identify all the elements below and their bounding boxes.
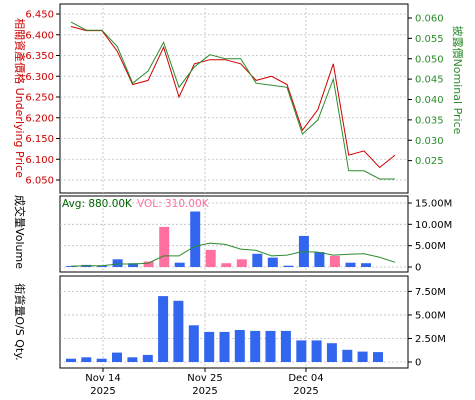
volume-bar <box>361 263 371 267</box>
right-tick-label: 0.055 <box>415 34 444 45</box>
volume-bar <box>329 255 340 267</box>
legend-vol: VOL: 310.00K <box>137 198 210 210</box>
price-panel-frame <box>59 3 409 194</box>
right-tick-label: 0.045 <box>415 75 444 86</box>
volume-bar <box>112 259 123 267</box>
outstanding-bar <box>234 330 245 362</box>
x-tick-year: 2025 <box>293 386 318 397</box>
outstanding-bar <box>112 352 122 362</box>
outstanding-bar <box>250 330 261 362</box>
outstanding-bar <box>373 352 383 362</box>
volume-bar <box>128 263 139 267</box>
outstanding-tick-label: 5.00M <box>415 310 446 321</box>
outstanding-bar <box>127 357 138 362</box>
left-tick-label: 6.200 <box>25 113 54 124</box>
right-tick-label: 0.025 <box>415 156 444 167</box>
outstanding-bar <box>188 325 199 362</box>
volume-tick-label: 10.00M <box>415 220 452 231</box>
outstanding-bar <box>280 330 291 362</box>
underlying-price-line <box>70 26 396 169</box>
outstanding-bar <box>342 349 353 362</box>
volume-bar <box>252 253 263 267</box>
volume-bar <box>143 261 154 267</box>
left-tick-label: 6.050 <box>25 176 54 187</box>
x-tick-date: Nov 14 <box>85 373 120 384</box>
left-tick-label: 6.450 <box>25 10 54 21</box>
right-tick-label: 0.050 <box>415 54 444 65</box>
volume-tick-label: 0 <box>415 263 421 274</box>
volume-bar <box>205 249 216 267</box>
volume-tick-label: 5.00M <box>415 241 446 252</box>
right-tick-label: 0.035 <box>415 115 444 126</box>
right-tick-label: 0.030 <box>415 136 444 147</box>
x-tick-year: 2025 <box>90 386 115 397</box>
outstanding-bar <box>81 357 92 362</box>
outstanding-bar <box>204 331 215 362</box>
outstanding-bar <box>142 354 153 362</box>
left-tick-label: 6.300 <box>25 72 54 83</box>
volume-bar <box>267 257 278 267</box>
right-tick-label: 0.060 <box>415 14 444 25</box>
volume-axis-title: 成交量Volume <box>13 195 27 269</box>
left-tick-label: 6.100 <box>25 155 54 166</box>
volume-bar <box>174 262 185 267</box>
outstanding-bar <box>219 331 230 362</box>
nominal-price-line <box>70 21 395 180</box>
left-tick-label: 6.250 <box>25 93 54 104</box>
right-axis-title: 披露價Nominal Price <box>451 26 465 135</box>
outstanding-bar <box>296 340 307 362</box>
volume-bar <box>314 252 325 267</box>
volume-bar <box>236 259 247 267</box>
outstanding-bar <box>265 330 276 362</box>
x-tick-year: 2025 <box>192 386 217 397</box>
volume-bar <box>283 265 294 267</box>
left-tick-label: 6.150 <box>25 134 54 145</box>
outstanding-bar <box>326 343 337 362</box>
x-tick-date: Dec 04 <box>288 373 323 384</box>
volume-bar <box>97 265 108 267</box>
volume-bar <box>221 263 232 267</box>
volume-bar <box>345 262 356 267</box>
outstanding-bar <box>173 300 184 362</box>
outstanding-bar <box>96 358 107 362</box>
outstanding-bar <box>158 296 169 362</box>
left-tick-label: 6.400 <box>25 30 54 41</box>
legend-avg: Avg: 880.00K <box>62 198 133 210</box>
volume-average-line <box>70 242 396 267</box>
outstanding-tick-label: 2.50M <box>415 334 446 345</box>
outstanding-bar <box>66 358 76 362</box>
volume-bar <box>190 211 201 267</box>
volume-tick-label: 15.00M <box>415 199 452 210</box>
outstanding-axis-title: 街貨量O/S Qty. <box>13 283 27 360</box>
outstanding-tick-label: 7.50M <box>415 287 446 298</box>
left-tick-label: 6.350 <box>25 51 54 62</box>
outstanding-tick-label: 0 <box>415 358 421 369</box>
left-axis-title: 相關資產價格 Underlying Price <box>13 18 27 178</box>
outstanding-bar <box>357 351 368 362</box>
right-tick-label: 0.040 <box>415 95 444 106</box>
volume-bar <box>66 266 76 267</box>
volume-bar <box>159 226 170 267</box>
outstanding-bar <box>311 340 322 362</box>
x-tick-date: Nov 25 <box>187 373 222 384</box>
